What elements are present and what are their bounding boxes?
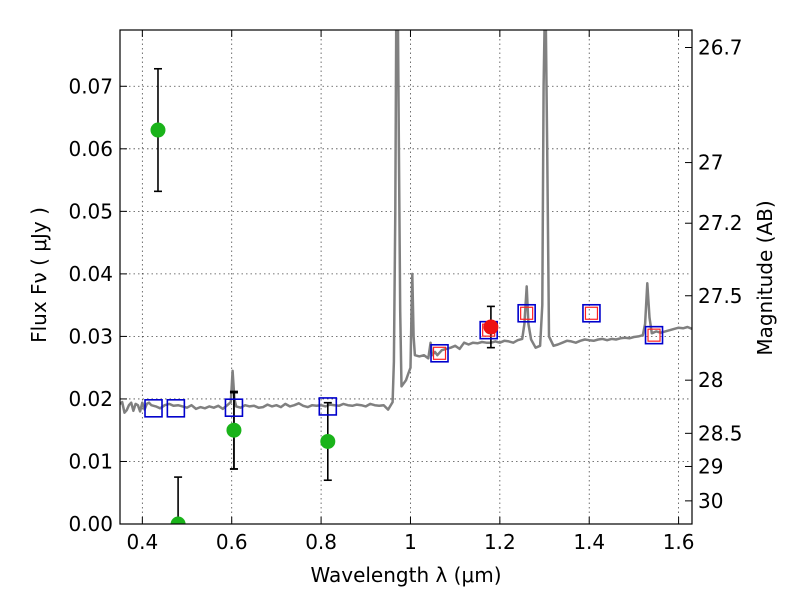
x-tick-label: 1.6 <box>663 530 695 554</box>
plot-area: 0.4 0.6 0.8 1 1.2 1.4 1.6 0.00 0.01 0.02 0.03 0.04 0… <box>68 29 743 554</box>
y-tick-label: 0.02 <box>68 387 113 411</box>
model-square-inner <box>647 328 661 342</box>
red-data-point <box>483 319 499 335</box>
model-square-inner <box>520 306 534 320</box>
green-data-point <box>150 122 166 138</box>
model-square <box>318 397 338 416</box>
model-square <box>224 398 244 417</box>
model-square-inner <box>432 346 447 360</box>
x-tick-label: 1.2 <box>484 530 516 554</box>
green-data-point <box>226 422 242 438</box>
y-right-tick-label: 27.5 <box>698 284 743 308</box>
plot-frame <box>119 29 693 525</box>
model-square <box>144 399 163 418</box>
x-axis-label: Wavelength λ (μm) <box>310 563 501 587</box>
green-data-point <box>170 516 186 524</box>
y-tick-label: 0.01 <box>68 449 113 473</box>
x-tick-label: 1 <box>404 530 417 554</box>
y-right-tick-label: 30 <box>698 489 723 513</box>
plot-content <box>120 30 692 524</box>
y-tick-label: 0.04 <box>68 262 113 286</box>
green-data-point <box>320 433 336 449</box>
spectrum-line <box>120 30 692 414</box>
y-tick-label: 0.00 <box>68 512 113 536</box>
y-right-tick-label: 26.7 <box>698 36 743 60</box>
y-tick-label: 0.07 <box>68 74 113 98</box>
model-square <box>582 303 601 323</box>
y-axis-right-label: Magnitude (AB) <box>753 200 777 355</box>
y-right-tick-label: 28 <box>698 368 723 392</box>
y-right-tick-label: 27 <box>698 151 723 175</box>
model-square <box>430 343 449 363</box>
x-tick-label: 0.8 <box>305 530 337 554</box>
y-tick-label: 0.06 <box>68 137 113 161</box>
y-axis-label: Flux Fν ( μJy ) <box>27 207 51 343</box>
y-right-tick-label: 28.5 <box>698 421 743 445</box>
model-square <box>644 325 664 345</box>
y-right-tick-label: 29 <box>698 454 723 478</box>
model-square-inner <box>584 306 599 320</box>
model-square <box>517 303 536 323</box>
y-tick-label: 0.03 <box>68 324 113 348</box>
x-tick-label: 0.6 <box>216 530 248 554</box>
model-square <box>166 399 186 418</box>
y-tick-label: 0.05 <box>68 199 113 223</box>
x-tick-label: 1.4 <box>573 530 605 554</box>
x-tick-label: 0.4 <box>126 530 158 554</box>
y-right-tick-label: 27.2 <box>698 211 743 235</box>
